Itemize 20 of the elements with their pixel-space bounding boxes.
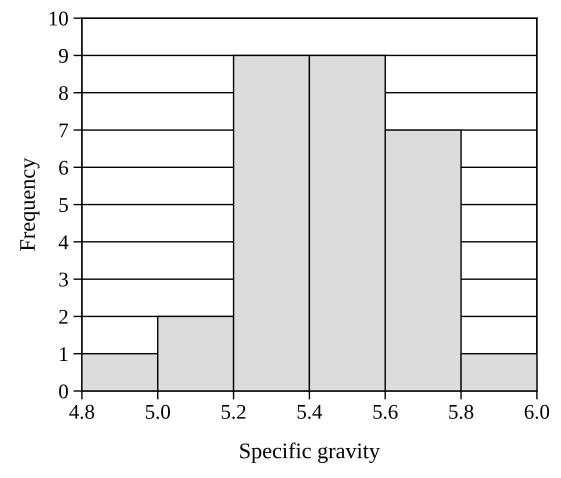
x-tick-label: 5.0	[146, 404, 170, 419]
y-tick-label: 1	[60, 347, 68, 361]
x-tick-label: 6.0	[524, 404, 550, 419]
y-tick-label: 9	[58, 48, 68, 63]
x-tick-label: 5.8	[449, 404, 474, 419]
y-tick-label: 0	[59, 384, 68, 398]
y-tick-label: 2	[59, 310, 68, 324]
x-tick-label: 5.2	[222, 404, 246, 419]
y-axis-title: Frequency	[20, 158, 40, 251]
x-tick-label: 5.6	[373, 404, 398, 419]
y-tick-label: 10	[50, 12, 68, 26]
x-tick-label: 5.4	[298, 404, 322, 419]
y-tick-label: 6	[59, 160, 68, 175]
y-tick-label: 8	[59, 86, 68, 100]
x-tick-label: 4.8	[69, 404, 94, 419]
y-tick-label: 3	[59, 272, 68, 287]
y-tick-label: 4	[58, 235, 68, 250]
y-tick-label: 5	[60, 198, 68, 212]
x-axis-title: Specific gravity	[240, 442, 380, 463]
y-tick-label: 7	[60, 124, 68, 138]
